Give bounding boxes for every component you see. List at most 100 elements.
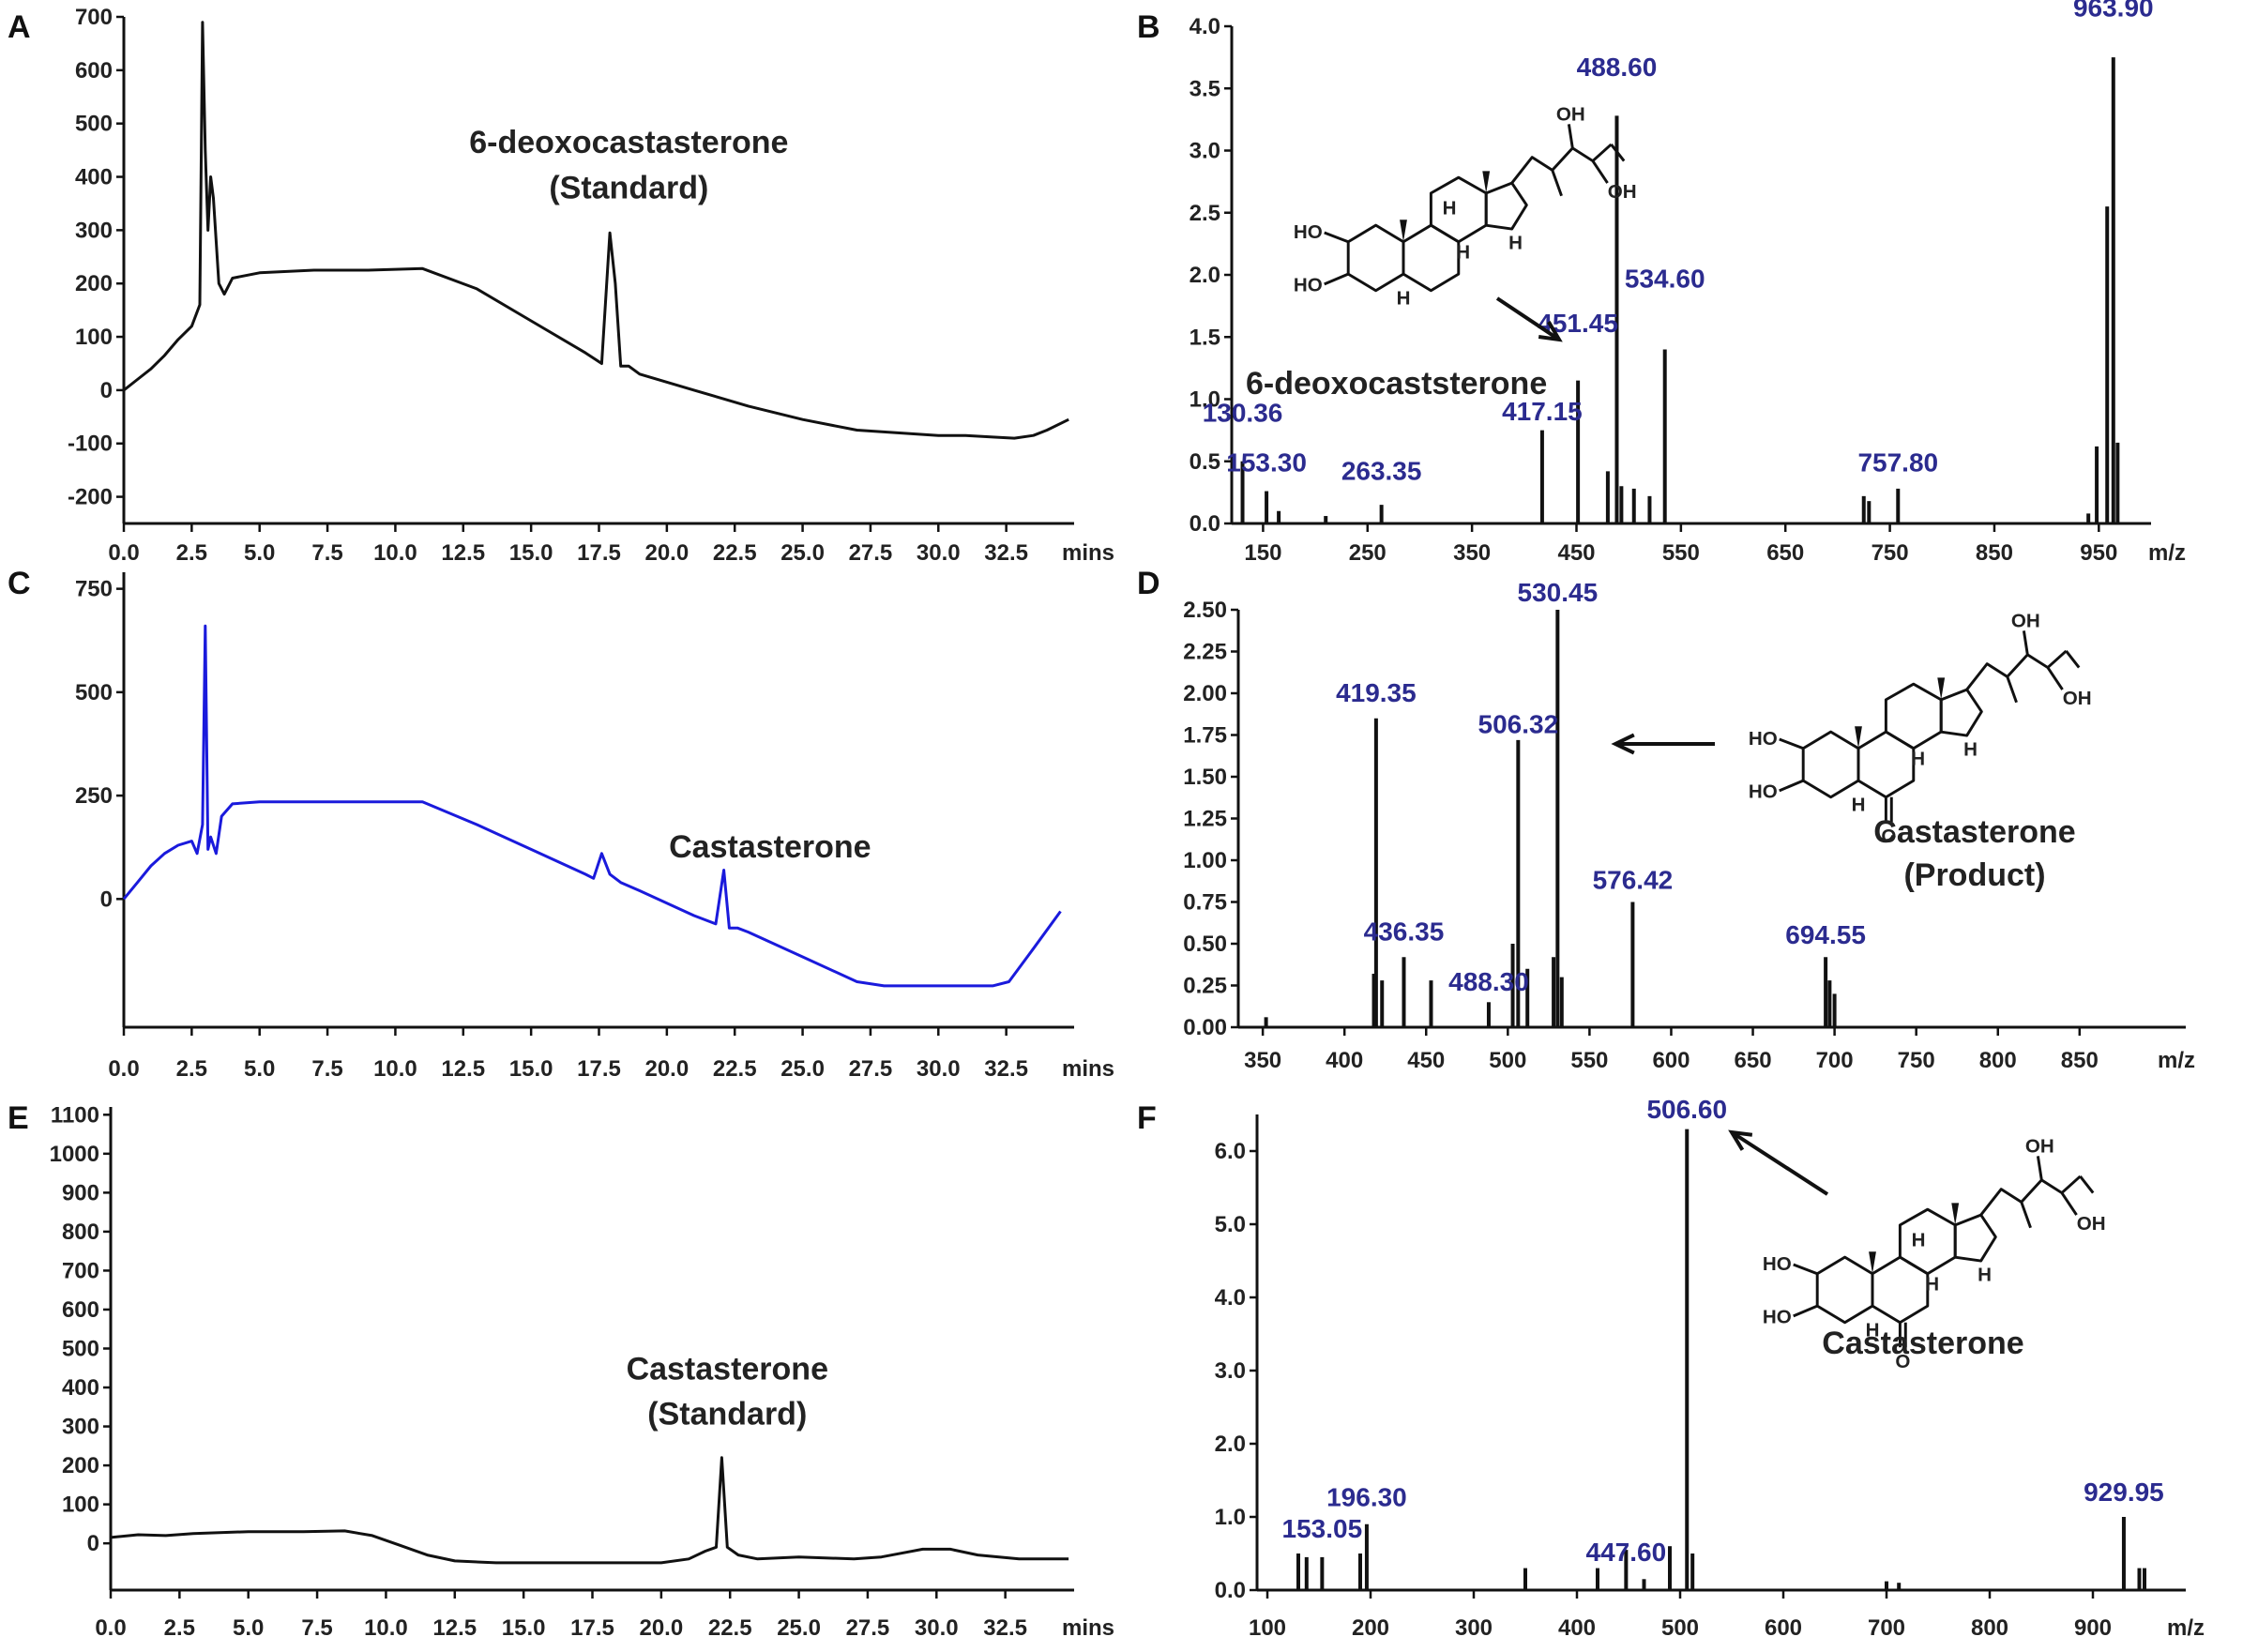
x-tick-label-e: 2.5 — [164, 1615, 195, 1641]
peak-mz-label-b: 488.60 — [1577, 53, 1658, 82]
structure-atom-label: OH — [2011, 610, 2040, 631]
ring-bond — [1898, 1207, 1957, 1276]
ring-bond — [1871, 1255, 1930, 1325]
y-tick-label-d: 0.50 — [1183, 932, 1227, 957]
peak-mz-label-b: 534.60 — [1625, 264, 1705, 293]
y-tick-label-d: 0.25 — [1183, 974, 1227, 999]
structure-atom-label: H — [1456, 241, 1470, 263]
x-tick-label-f: 900 — [2074, 1615, 2112, 1641]
peak-mz-label-f: 153.05 — [1282, 1514, 1363, 1543]
y-tick-label-a: 0 — [100, 378, 113, 403]
ring-bond — [1939, 688, 1983, 737]
structure-arrow-f — [1730, 1130, 1829, 1196]
structure-atom-label: H — [1508, 233, 1523, 254]
y-tick-label-b: 2.0 — [1190, 263, 1220, 288]
x-tick-label-d: 850 — [2061, 1048, 2099, 1073]
methyl-wedge — [1951, 1203, 1960, 1225]
structure-atom-label: OH — [2077, 1213, 2106, 1235]
compound-label-f: Castasterone — [1822, 1326, 2023, 1361]
peak-mz-label-b: 263.35 — [1341, 457, 1422, 486]
structure-atom-label: H — [1978, 1265, 1992, 1286]
hydroxyl-bond — [1324, 231, 1349, 286]
x-axis-unit-b: m/z — [2148, 540, 2186, 566]
peak-mz-label-b: 417.15 — [1502, 397, 1583, 426]
y-tick-label-d: 2.00 — [1183, 681, 1227, 706]
y-tick-label-b: 0.0 — [1190, 511, 1220, 537]
x-tick-label-c: 2.5 — [176, 1056, 207, 1082]
peak-mz-label-d: 436.35 — [1364, 917, 1445, 946]
y-tick-label-b: 4.0 — [1190, 14, 1220, 39]
x-tick-label-e: 0.0 — [95, 1615, 126, 1641]
structure-atom-label: HO — [1763, 1253, 1792, 1275]
x-tick-label-d: 350 — [1244, 1048, 1281, 1073]
x-tick-label-a: 2.5 — [176, 540, 207, 566]
x-tick-label-e: 22.5 — [708, 1615, 752, 1641]
ring-bond — [1856, 730, 1916, 799]
y-tick-label-a: 400 — [75, 165, 113, 190]
methyl-wedge — [1400, 220, 1407, 242]
structure-atom-label: HO — [1763, 1307, 1792, 1328]
x-tick-label-d: 500 — [1489, 1048, 1526, 1073]
peak-mz-label-f: 506.60 — [1646, 1095, 1727, 1124]
x-tick-label-e: 20.0 — [639, 1615, 683, 1641]
hydroxyl-bond — [1793, 1263, 1818, 1318]
panel-label-d: D — [1137, 566, 1160, 601]
x-tick-label-d: 800 — [1979, 1048, 2017, 1073]
x-tick-label-b: 150 — [1244, 540, 1281, 566]
x-tick-label-d: 700 — [1816, 1048, 1854, 1073]
structure-atom-label: H — [1866, 1319, 1880, 1341]
x-tick-label-b: 250 — [1349, 540, 1387, 566]
peak-mz-label-f: 929.95 — [2084, 1478, 2164, 1507]
chromatogram-trace-a — [123, 21, 1069, 440]
structure-atom-label: H — [1397, 287, 1411, 309]
y-tick-label-a: 500 — [75, 112, 113, 137]
y-tick-label-e: 1100 — [51, 1102, 99, 1128]
y-tick-label-a: -200 — [68, 485, 113, 510]
y-tick-label-e: 0 — [87, 1531, 99, 1556]
ring-bond — [1884, 682, 1943, 750]
peak-mz-label-d: 488.30 — [1448, 967, 1529, 996]
ring-bond — [1402, 223, 1461, 293]
y-tick-label-e: 1000 — [50, 1142, 99, 1167]
panel-c: C 750 500 250 0 0.0 2.5 5.0 7.5 10.0 12.5 15.0 17.5 2… — [8, 566, 1114, 1082]
peak-mz-label-d: 530.45 — [1518, 578, 1599, 607]
compound-sublabel-d: (Product) — [1903, 857, 2045, 893]
structure-atom-label: HO — [1749, 781, 1778, 803]
x-tick-label-e: 30.0 — [915, 1615, 959, 1641]
panel-label-b: B — [1137, 9, 1160, 45]
x-tick-label-c: 10.0 — [373, 1056, 417, 1082]
y-tick-label-d: 1.00 — [1183, 848, 1227, 873]
peak-mz-label-b: 757.80 — [1857, 447, 1938, 477]
x-tick-label-f: 400 — [1558, 1615, 1596, 1641]
methyl-wedge — [1855, 726, 1862, 749]
y-tick-label-e: 300 — [62, 1415, 99, 1440]
y-tick-label-a: 600 — [75, 58, 113, 83]
ring-bond — [1953, 1213, 1997, 1263]
x-tick-label-a: 27.5 — [849, 540, 893, 566]
x-tick-label-c: 17.5 — [577, 1056, 621, 1082]
panel-label-e: E — [8, 1100, 29, 1136]
x-tick-label-c: 20.0 — [644, 1056, 689, 1082]
y-tick-label-c: 500 — [75, 680, 113, 705]
peak-mz-label-b: 130.36 — [1203, 398, 1283, 427]
y-tick-label-f: 0.0 — [1215, 1578, 1246, 1603]
x-tick-label-a: 7.5 — [311, 540, 342, 566]
x-tick-label-a: 0.0 — [108, 540, 139, 566]
structure-atom-label: H — [1912, 1229, 1926, 1250]
methyl-wedge — [1482, 171, 1491, 193]
y-tick-label-f: 3.0 — [1215, 1358, 1246, 1384]
structure-atom-label: O — [1881, 826, 1896, 847]
ring-bond — [1346, 223, 1405, 293]
x-tick-label-d: 750 — [1898, 1048, 1935, 1073]
y-tick-label-d: 0.00 — [1183, 1015, 1227, 1040]
x-tick-label-a: 25.0 — [780, 540, 825, 566]
y-tick-label-b: 3.5 — [1190, 76, 1220, 101]
structure-atom-label: OH — [2025, 1135, 2054, 1157]
y-tick-label-d: 1.25 — [1183, 807, 1227, 832]
y-tick-label-e: 900 — [62, 1180, 99, 1205]
peak-mz-label-d: 419.35 — [1336, 678, 1417, 707]
side-chain-bond — [1965, 630, 2081, 704]
peak-mz-label-f: 447.60 — [1586, 1538, 1667, 1567]
structure-atom-label: HO — [1749, 728, 1778, 750]
